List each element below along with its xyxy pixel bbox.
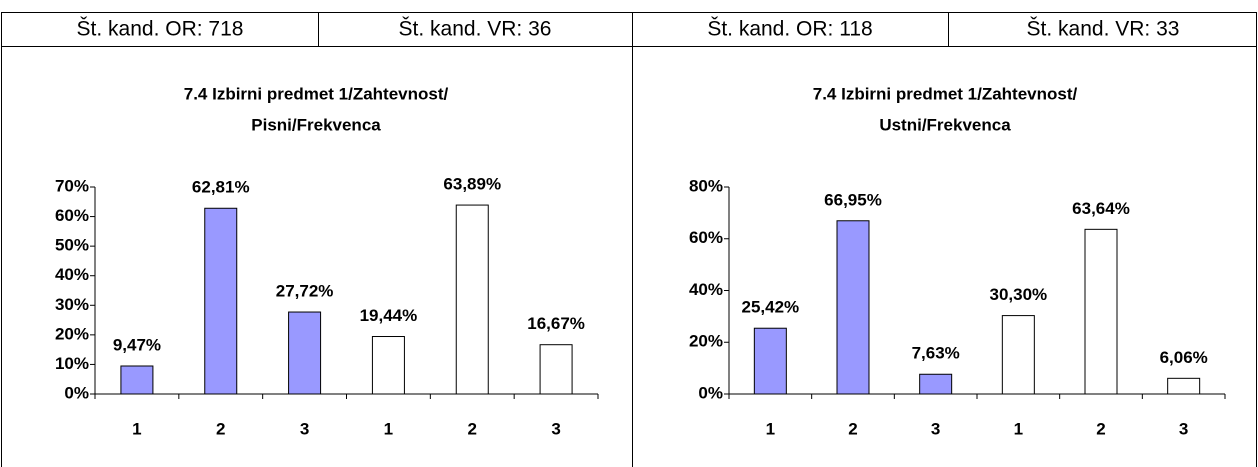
x-tick-label: 2: [1096, 419, 1105, 438]
bar: [371, 336, 405, 395]
bar: [753, 327, 787, 395]
chart-title: Pisni/Frekvenca: [251, 115, 381, 134]
x-tick-label: 1: [1014, 419, 1023, 438]
value-label: 63,64%: [1072, 199, 1130, 218]
bar: [120, 365, 154, 395]
x-tick-label: 3: [300, 419, 309, 438]
bar: [919, 373, 953, 395]
header-cell: Št. kand. OR: 118: [707, 18, 872, 41]
value-label: 62,81%: [192, 178, 250, 197]
header-cell: Št. kand. VR: 33: [1027, 18, 1180, 41]
header-cell: Št. kand. VR: 36: [399, 18, 552, 41]
bar: [539, 344, 573, 395]
chart-title: 7.4 Izbirni predmet 1/Zahtevnost/: [813, 84, 1078, 103]
x-tick-label: 2: [468, 419, 477, 438]
y-tick-label: 60%: [689, 228, 723, 247]
y-tick-label: 50%: [55, 236, 89, 255]
y-tick-label: 80%: [689, 176, 723, 195]
x-tick-label: 3: [1179, 419, 1188, 438]
y-tick-label: 0%: [64, 383, 89, 402]
x-tick-label: 2: [848, 419, 857, 438]
bar: [455, 204, 489, 395]
bar: [288, 311, 322, 395]
y-tick-label: 40%: [55, 265, 89, 284]
value-label: 9,47%: [113, 335, 161, 354]
value-label: 16,67%: [527, 314, 585, 333]
value-label: 7,63%: [912, 344, 960, 363]
value-label: 30,30%: [989, 285, 1047, 304]
x-tick-label: 3: [931, 419, 940, 438]
y-tick-label: 10%: [55, 354, 89, 373]
x-tick-label: 3: [551, 419, 560, 438]
outer-border: [1, 12, 1257, 467]
y-tick-label: 0%: [698, 383, 723, 402]
bar: [1001, 315, 1035, 395]
x-tick-label: 1: [384, 419, 393, 438]
y-tick-label: 70%: [55, 176, 89, 195]
x-tick-label: 2: [216, 419, 225, 438]
bar: [204, 207, 238, 395]
y-tick-label: 40%: [689, 280, 723, 299]
value-label: 66,95%: [824, 190, 882, 209]
value-label: 6,06%: [1160, 348, 1208, 367]
y-tick-label: 20%: [689, 332, 723, 351]
x-tick-label: 1: [132, 419, 141, 438]
bar: [1084, 228, 1118, 395]
x-tick-label: 1: [766, 419, 775, 438]
value-label: 27,72%: [276, 282, 334, 301]
bar: [836, 220, 870, 395]
header-cell: Št. kand. OR: 718: [77, 18, 244, 41]
y-tick-label: 30%: [55, 295, 89, 314]
chart-title: 7.4 Izbirni predmet 1/Zahtevnost/: [184, 84, 449, 103]
y-tick-label: 60%: [55, 206, 89, 225]
y-tick-label: 20%: [55, 324, 89, 343]
chart-title: Ustni/Frekvenca: [879, 115, 1011, 134]
value-label: 63,89%: [443, 175, 501, 194]
value-label: 19,44%: [360, 306, 418, 325]
value-label: 25,42%: [741, 298, 799, 317]
bar: [1167, 377, 1201, 395]
